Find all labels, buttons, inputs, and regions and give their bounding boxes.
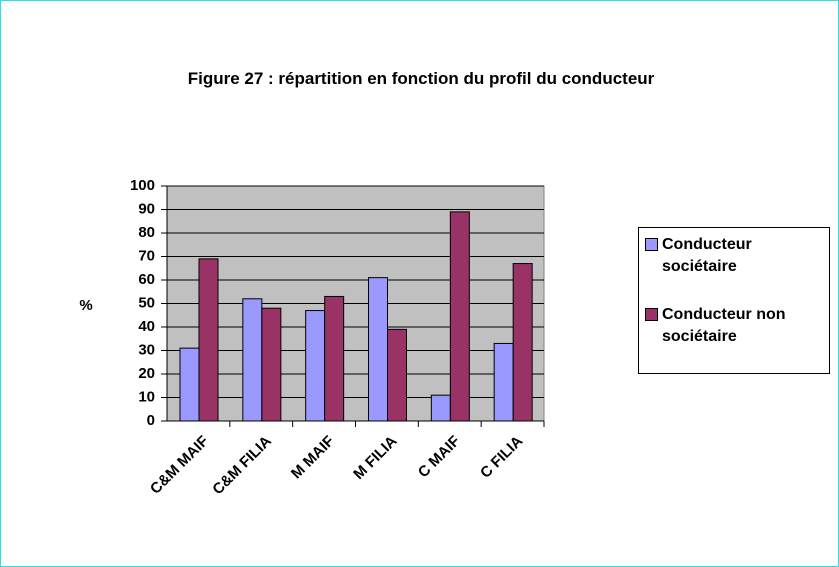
bar <box>387 328 407 422</box>
x-tick-label: C FILIA <box>477 433 526 482</box>
bar <box>305 310 326 422</box>
x-tick-label: C&M FILIA <box>209 433 275 499</box>
legend: Conducteur sociétaire Conducteur non soci… <box>638 227 830 374</box>
legend-swatch <box>645 308 658 321</box>
bar <box>324 295 345 422</box>
bar <box>430 394 451 422</box>
y-tick-label: 20 <box>138 365 155 382</box>
legend-label: Conducteur non sociétaire <box>662 306 786 345</box>
chart-title: Figure 27 : répartition en fonction du p… <box>187 69 655 88</box>
y-tick-label: 40 <box>138 318 155 335</box>
bar <box>242 298 263 422</box>
y-tick-label: 0 <box>147 412 155 429</box>
y-tick-label: 90 <box>138 200 155 217</box>
bar <box>198 258 219 422</box>
x-tick-label: C MAIF <box>415 433 464 482</box>
y-tick-label: 10 <box>138 388 155 405</box>
y-tick-label: 60 <box>138 271 155 288</box>
y-tick-label: 30 <box>138 341 155 358</box>
y-tick-label: 80 <box>138 224 155 241</box>
bar <box>493 342 514 422</box>
y-tick-label: 50 <box>138 294 155 311</box>
x-tick-label: M MAIF <box>288 433 338 483</box>
bar <box>261 307 282 422</box>
legend-label: Conducteur sociétaire <box>662 236 752 275</box>
y-axis-label: % <box>79 297 92 314</box>
bar <box>368 277 388 422</box>
x-tick-label: C&M MAIF <box>147 433 212 498</box>
legend-entry: Conducteur sociétaire <box>645 234 822 278</box>
legend-swatch <box>645 238 658 251</box>
legend-entry: Conducteur non sociétaire <box>645 304 822 348</box>
y-tick-label: 70 <box>138 247 155 264</box>
y-tick-label: 100 <box>130 177 155 194</box>
bar <box>449 211 470 422</box>
x-tick-label: M FILIA <box>350 432 400 482</box>
bar <box>512 263 533 422</box>
bar <box>179 347 200 422</box>
